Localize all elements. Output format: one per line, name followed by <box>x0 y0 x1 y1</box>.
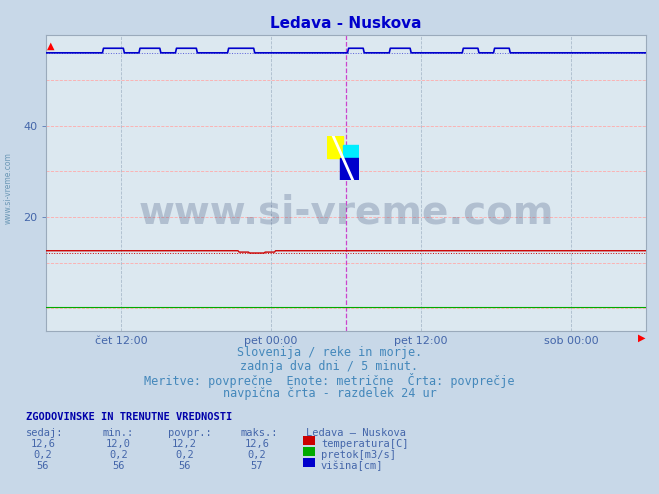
Text: 12,0: 12,0 <box>106 439 131 449</box>
Text: povpr.:: povpr.: <box>168 428 212 438</box>
Text: 12,6: 12,6 <box>30 439 55 449</box>
Text: www.si-vreme.com: www.si-vreme.com <box>3 152 13 224</box>
Text: ▲: ▲ <box>47 41 55 50</box>
Text: navpična črta - razdelek 24 ur: navpična črta - razdelek 24 ur <box>223 387 436 400</box>
Text: ▶: ▶ <box>639 332 646 342</box>
Text: temperatura[C]: temperatura[C] <box>321 439 409 449</box>
Title: Ledava - Nuskova: Ledava - Nuskova <box>270 16 422 31</box>
Text: pretok[m3/s]: pretok[m3/s] <box>321 450 396 460</box>
Text: 12,6: 12,6 <box>244 439 270 449</box>
Text: zadnja dva dni / 5 minut.: zadnja dva dni / 5 minut. <box>241 360 418 372</box>
Text: 56: 56 <box>37 461 49 471</box>
Bar <box>326 136 343 158</box>
Text: min.:: min.: <box>102 428 133 438</box>
Text: 56: 56 <box>113 461 125 471</box>
Text: višina[cm]: višina[cm] <box>321 461 384 471</box>
Text: Ledava – Nuskova: Ledava – Nuskova <box>306 428 407 438</box>
Text: 0,2: 0,2 <box>109 450 128 460</box>
Text: 0,2: 0,2 <box>175 450 194 460</box>
Text: Meritve: povprečne  Enote: metrične  Črta: povprečje: Meritve: povprečne Enote: metrične Črta:… <box>144 373 515 388</box>
Text: 0,2: 0,2 <box>34 450 52 460</box>
Bar <box>343 145 359 167</box>
Text: sedaj:: sedaj: <box>26 428 64 438</box>
Text: 57: 57 <box>251 461 263 471</box>
Text: maks.:: maks.: <box>241 428 278 438</box>
Text: 0,2: 0,2 <box>248 450 266 460</box>
Text: 12,2: 12,2 <box>172 439 197 449</box>
Text: Slovenija / reke in morje.: Slovenija / reke in morje. <box>237 346 422 359</box>
Text: ZGODOVINSKE IN TRENUTNE VREDNOSTI: ZGODOVINSKE IN TRENUTNE VREDNOSTI <box>26 412 233 422</box>
Bar <box>339 158 359 180</box>
Text: www.si-vreme.com: www.si-vreme.com <box>138 194 554 231</box>
Text: 56: 56 <box>179 461 190 471</box>
